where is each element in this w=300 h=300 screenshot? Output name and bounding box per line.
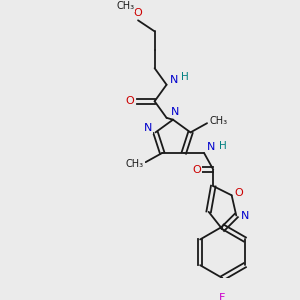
Text: O: O: [192, 164, 201, 175]
Text: N: N: [170, 75, 178, 85]
Text: H: H: [181, 72, 189, 82]
Text: H: H: [219, 141, 226, 151]
Text: N: N: [241, 211, 250, 220]
Text: N: N: [171, 107, 179, 117]
Text: CH₃: CH₃: [209, 116, 227, 126]
Text: CH₃: CH₃: [125, 159, 144, 169]
Text: CH₃: CH₃: [116, 1, 134, 10]
Text: F: F: [219, 293, 226, 300]
Text: N: N: [207, 142, 216, 152]
Text: O: O: [125, 96, 134, 106]
Text: O: O: [235, 188, 243, 198]
Text: N: N: [144, 123, 152, 133]
Text: O: O: [134, 8, 142, 18]
